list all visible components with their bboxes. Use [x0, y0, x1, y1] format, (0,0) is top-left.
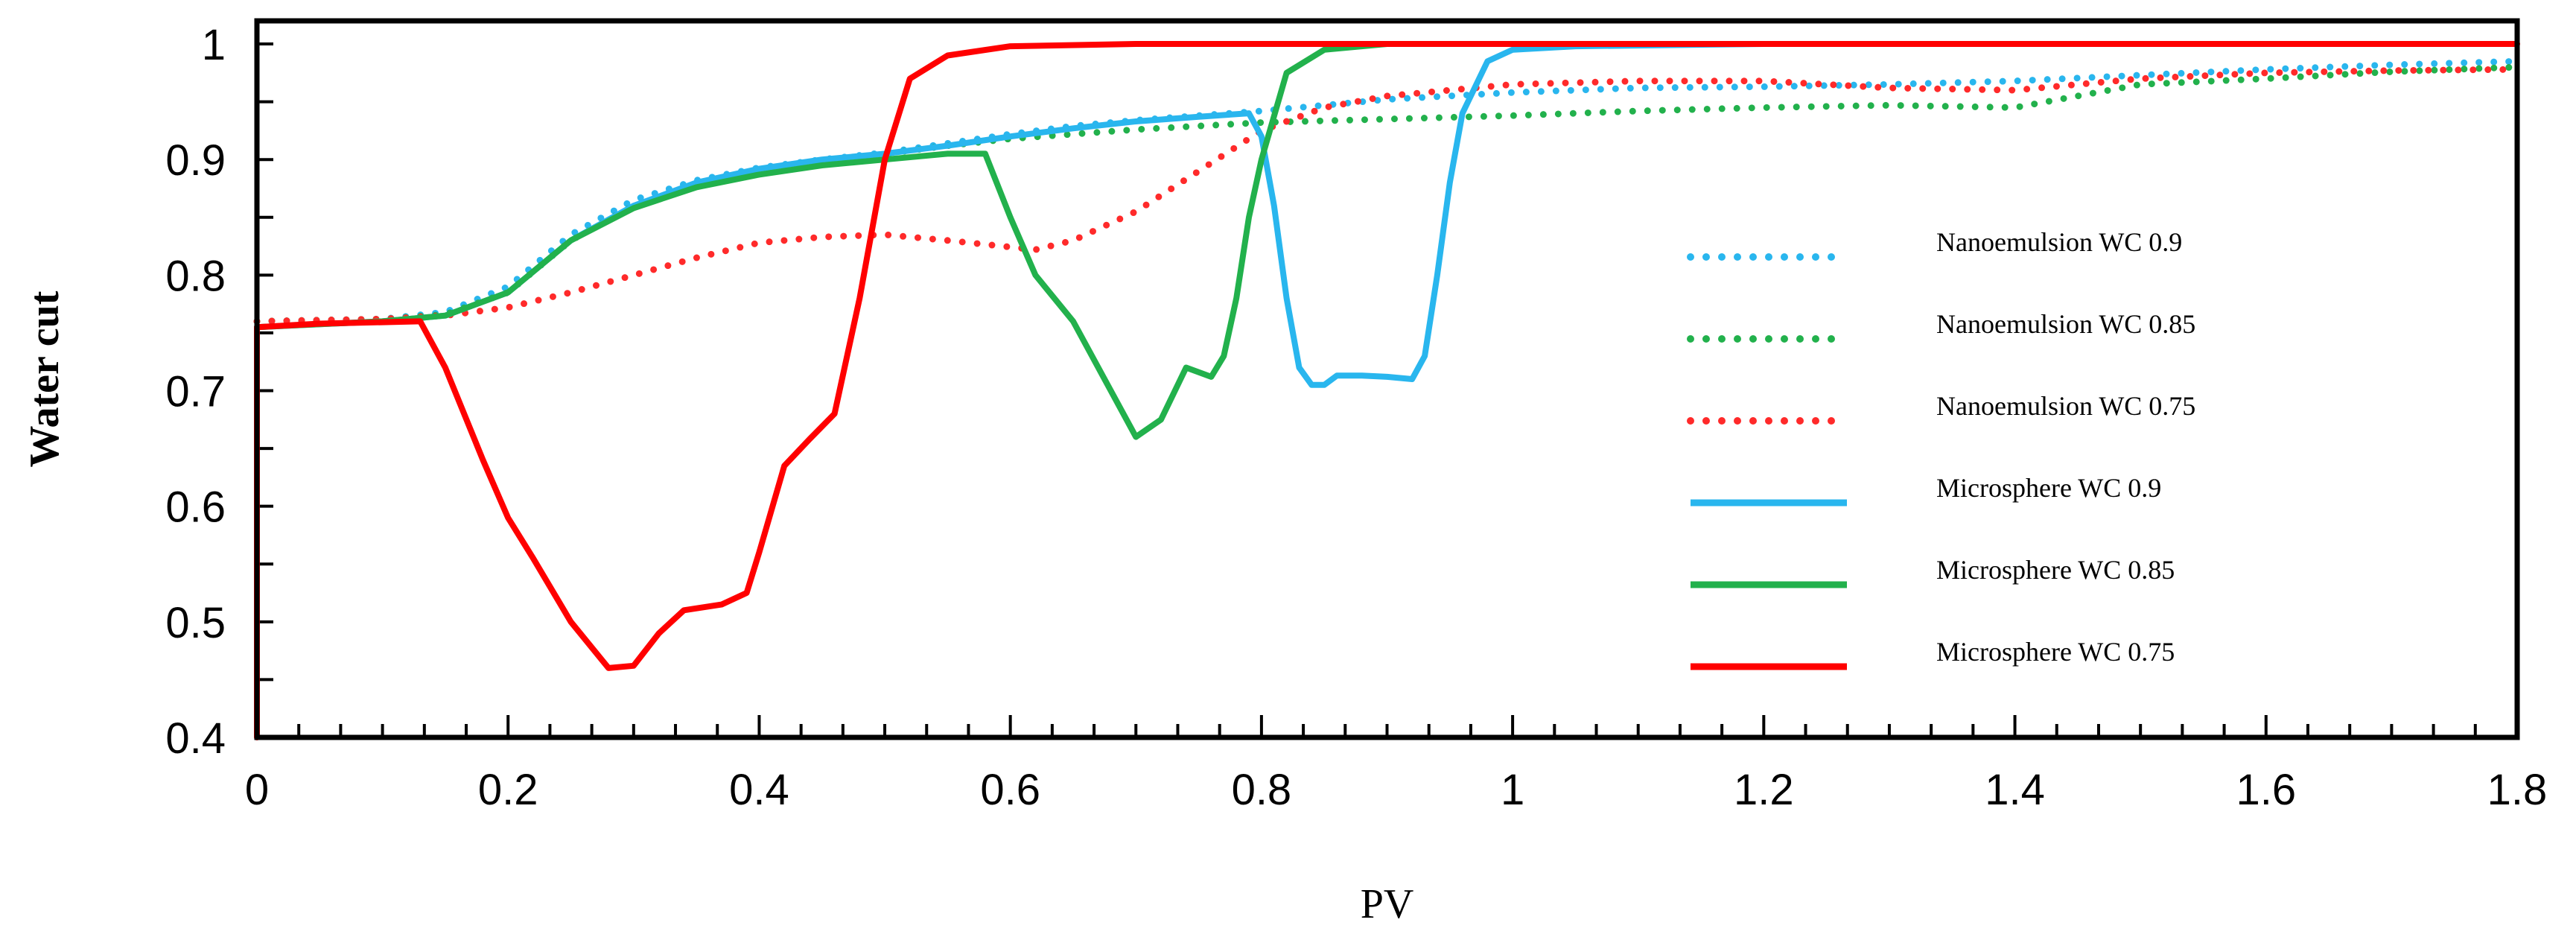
y-tick-label: 0.8: [165, 252, 226, 300]
y-tick-labels: 0.4 0.5 0.6 0.7 0.8 0.9 1: [165, 21, 226, 763]
x-tick-label: 0.4: [729, 766, 789, 814]
y-axis-title: Water cut: [22, 290, 68, 467]
plot-frame: [254, 18, 2520, 740]
series-line-2: [253, 66, 2521, 325]
y-tick-label: 0.6: [165, 483, 226, 532]
x-tick-label: 0.8: [1232, 766, 1292, 814]
series-line-3: [254, 41, 1918, 388]
legend-label: Microsphere WC 0.85: [1936, 555, 2175, 585]
y-tick-label: 0.7: [165, 368, 226, 416]
y-tick-label: 0.9: [165, 136, 226, 185]
series-line-5: [254, 41, 2520, 740]
x-tick-label: 1.4: [1985, 766, 2045, 814]
y-tick-label: 1: [202, 21, 226, 69]
series-lines: [253, 41, 2521, 740]
y-tick-label: 0.5: [165, 599, 226, 647]
legend-label: Nanoemulsion WC 0.75: [1936, 391, 2195, 421]
legend-label: Nanoemulsion WC 0.85: [1936, 309, 2195, 339]
series-line-4: [254, 41, 1390, 440]
x-tick-label: 0.6: [980, 766, 1040, 814]
x-tick-label: 1.8: [2487, 766, 2548, 814]
x-tick-label: 1.6: [2236, 766, 2296, 814]
series-line-1: [253, 63, 2521, 325]
series-line-0: [253, 57, 2521, 325]
legend-label: Nanoemulsion WC 0.9: [1936, 227, 2182, 257]
x-tick-label: 0: [245, 766, 269, 814]
y-tick-label: 0.4: [165, 714, 226, 763]
x-tick-label: 1: [1501, 766, 1524, 814]
x-tick-label: 1.2: [1734, 766, 1794, 814]
legend-label: Microsphere WC 0.9: [1936, 473, 2161, 503]
x-axis-title: PV: [1361, 881, 1414, 927]
x-tick-label: 0.2: [478, 766, 538, 814]
legend: Nanoemulsion WC 0.9 Nanoemulsion WC 0.85 N…: [1687, 227, 2195, 670]
legend-label: Microsphere WC 0.75: [1936, 637, 2175, 667]
x-tick-labels: 0 0.2 0.4 0.6 0.8 1 1.2 1.4 1.6 1.8: [245, 766, 2547, 814]
